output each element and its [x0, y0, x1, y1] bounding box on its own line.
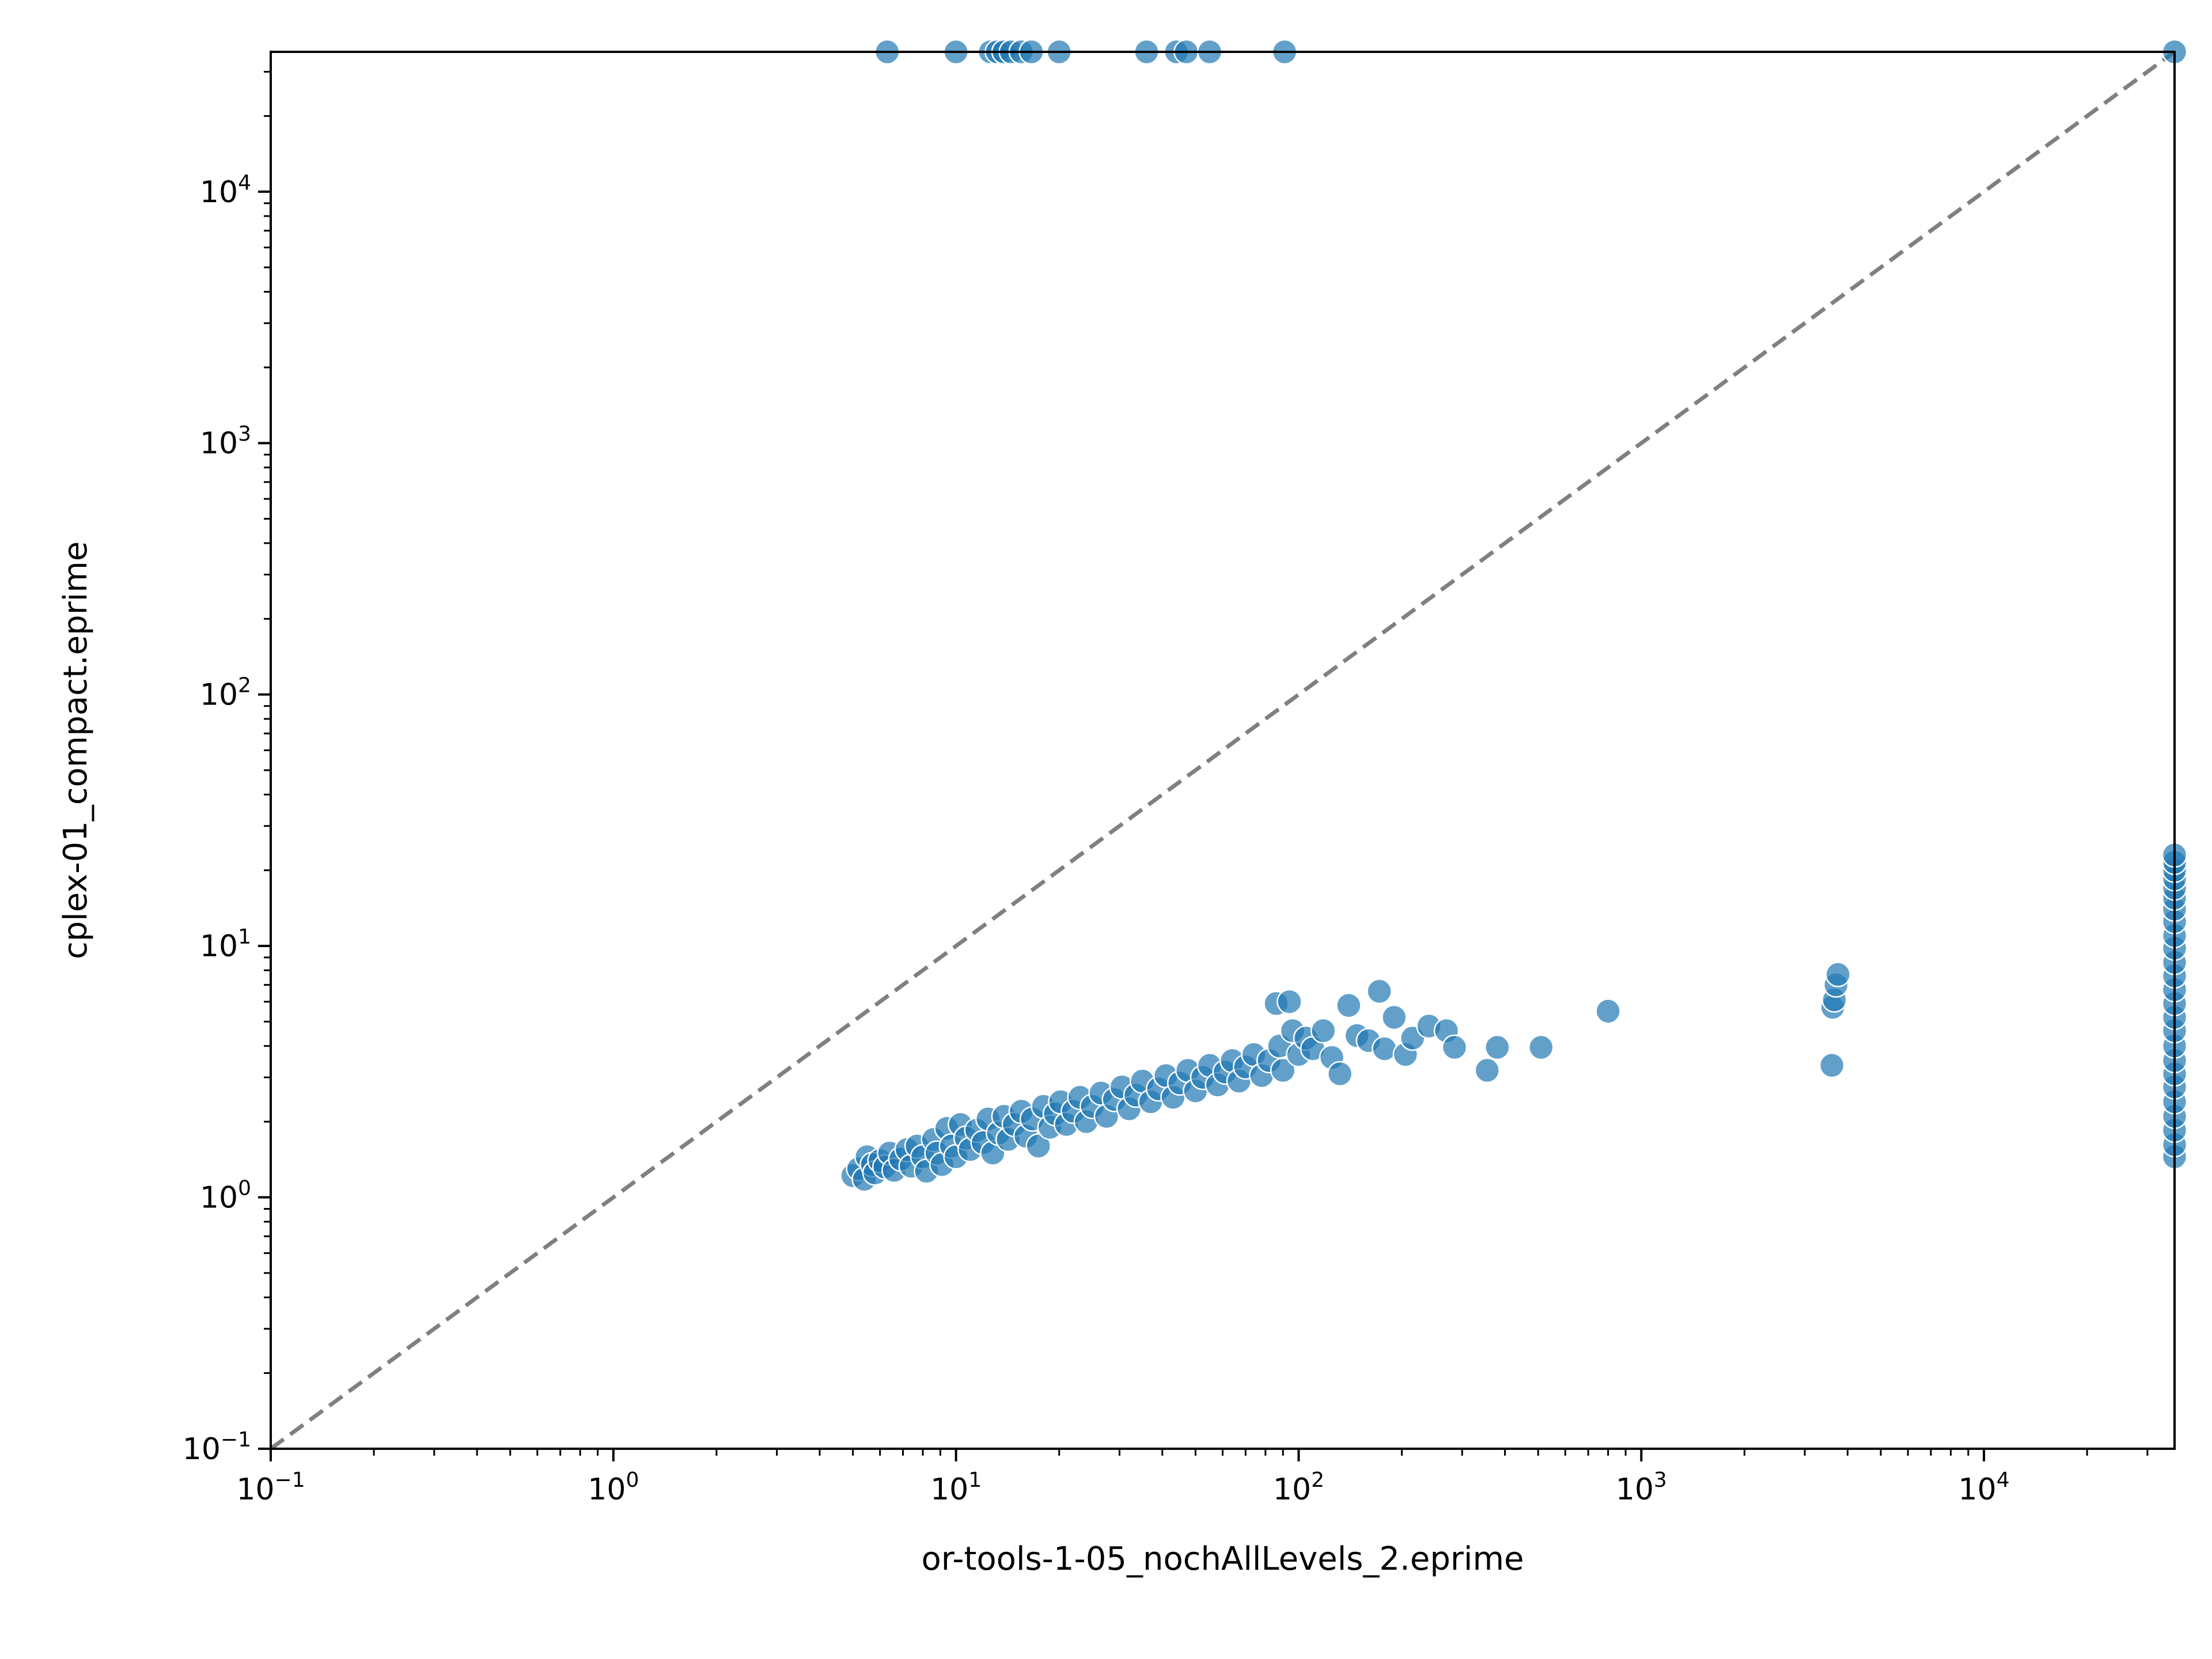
y-tick-label: 100: [200, 1177, 251, 1215]
x-axis-label: or-tools-1-05_nochAllLevels_2.eprime: [922, 1540, 1524, 1578]
data-point: [1528, 1034, 1554, 1060]
data-point: [1336, 993, 1362, 1018]
data-point: [1595, 998, 1621, 1024]
y-tick-label: 103: [200, 422, 251, 461]
data-point: [1825, 961, 1851, 987]
x-tick-label: 10−1: [236, 1468, 305, 1507]
data-point: [1277, 988, 1302, 1015]
x-tick-label: 104: [1959, 1468, 2010, 1507]
x-tick-label: 103: [1616, 1468, 1667, 1507]
tick-labels: 10−1 100 101 102 103 104 10−1 100 101 102 103 104: [183, 171, 2010, 1507]
y-axis-label: cplex-01_compact.eprime: [57, 541, 94, 960]
data-point: [1372, 1036, 1397, 1062]
diagonal-reference-line: [269, 50, 2176, 1450]
data-point: [1327, 1060, 1353, 1087]
y-tick-label: 101: [200, 925, 251, 964]
x-tick-label: 102: [1273, 1468, 1324, 1507]
data-point: [1310, 1018, 1336, 1044]
data-point: [1025, 1133, 1051, 1159]
y-tick-label: 104: [200, 171, 251, 210]
data-point: [1474, 1057, 1500, 1084]
x-tick-label: 101: [930, 1468, 982, 1507]
data-point: [1381, 1004, 1407, 1031]
data-point: [1366, 978, 1392, 1005]
y-tick-label: 102: [200, 674, 251, 713]
diagonal-layer: [269, 50, 2176, 1450]
data-point: [1484, 1034, 1510, 1060]
major-ticks: [258, 190, 1986, 1461]
data-point: [1270, 1057, 1296, 1084]
data-point: [1441, 1034, 1468, 1060]
data-point: [1819, 1052, 1845, 1078]
plot-frame: [270, 51, 2176, 1450]
y-tick-label: 10−1: [183, 1428, 251, 1467]
x-tick-label: 100: [588, 1468, 639, 1507]
